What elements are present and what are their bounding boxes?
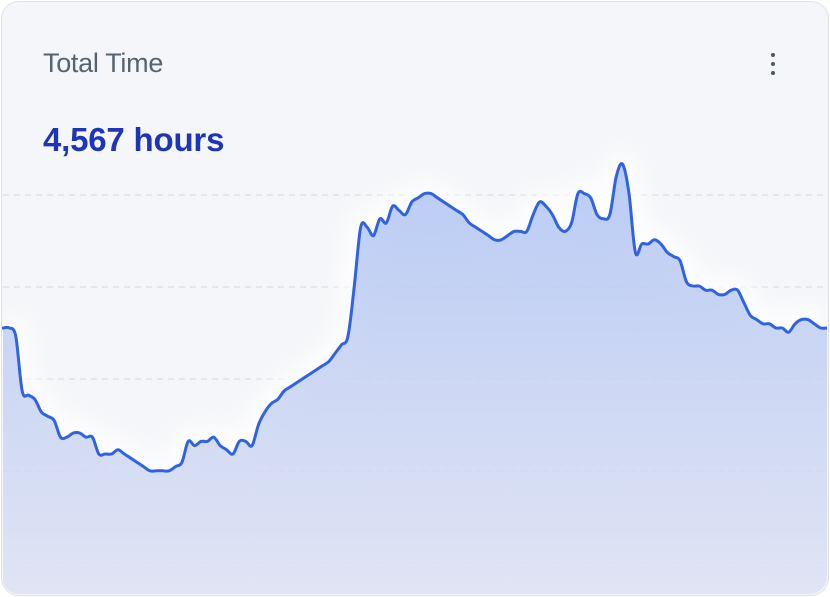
- more-vertical-icon: [771, 53, 775, 57]
- area-fill: [3, 163, 827, 594]
- more-vertical-icon-dot: [771, 62, 775, 66]
- more-options-button[interactable]: [759, 48, 787, 80]
- series-line: [2, 162, 827, 473]
- card-title: Total Time: [43, 48, 164, 78]
- more-vertical-icon-dot: [771, 71, 775, 75]
- total-time-value: 4,567 hours: [43, 121, 225, 158]
